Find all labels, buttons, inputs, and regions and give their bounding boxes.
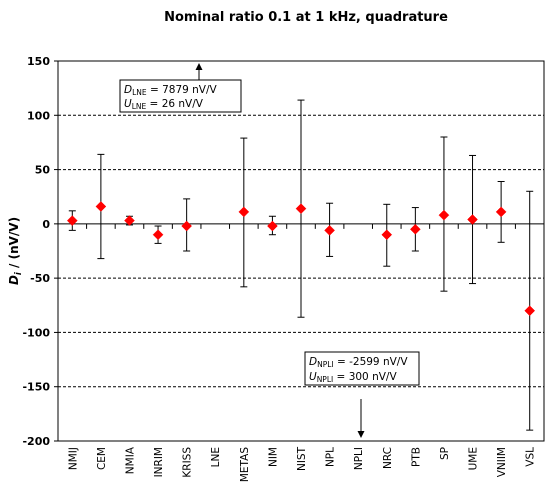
x-category-labels: NMIJ CEM NMIA INRIM KRISS LNE METAS NIM NIST NPL N… bbox=[67, 446, 536, 482]
plot-frame bbox=[57, 60, 545, 442]
x-category-label: VSL bbox=[525, 447, 537, 467]
x-category-label: KRISS bbox=[182, 447, 194, 478]
data-point bbox=[324, 225, 335, 236]
y-tick-label: -200 bbox=[22, 435, 50, 448]
x-category-label: NIST bbox=[296, 446, 308, 471]
x-category-label: VNIIM bbox=[496, 447, 508, 477]
data-point bbox=[152, 229, 164, 241]
annotation-text: UNPLI = 300 nV/V bbox=[309, 371, 397, 384]
data-point bbox=[66, 215, 78, 226]
data-point bbox=[267, 220, 278, 232]
data-point bbox=[295, 203, 307, 215]
y-tick-labels: 150 100 50 0 -50 -100 -150 -200 bbox=[22, 55, 50, 448]
x-category-label: NIM bbox=[267, 447, 279, 467]
x-category-label: NMIA bbox=[124, 446, 136, 474]
y-tick-label: -150 bbox=[22, 381, 50, 394]
annotation-text: DLNE = 7879 nV/V bbox=[124, 84, 218, 97]
data-point bbox=[467, 214, 478, 225]
y-tick-label: 0 bbox=[42, 218, 50, 231]
y-tick-label: -50 bbox=[30, 272, 50, 285]
annotation-npli: DNPLI = -2599 nV/V UNPLI = 300 nV/V bbox=[304, 351, 420, 438]
axes bbox=[54, 60, 545, 442]
x-category-label: NMIJ bbox=[67, 447, 79, 470]
data-point bbox=[438, 209, 450, 221]
data-point bbox=[124, 215, 135, 226]
data-point bbox=[524, 305, 536, 317]
chart-title: Nominal ratio 0.1 at 1 kHz, quadrature bbox=[164, 10, 448, 25]
x-category-label: NPLI bbox=[353, 447, 365, 470]
annotation-text: DNPLI = -2599 nV/V bbox=[309, 356, 408, 369]
data-point bbox=[95, 201, 107, 212]
data-point bbox=[238, 206, 250, 218]
y-tick-label: -100 bbox=[22, 326, 50, 339]
error-bars bbox=[68, 99, 534, 431]
data-point bbox=[409, 223, 421, 235]
annotation-box bbox=[119, 79, 242, 113]
x-category-label: INRIM bbox=[153, 447, 165, 477]
data-point bbox=[495, 206, 507, 218]
x-category-label: NPL bbox=[325, 447, 337, 467]
y-axis-label: Di / (nV/V) bbox=[7, 217, 24, 285]
annotation-box bbox=[304, 351, 420, 386]
x-category-label: METAS bbox=[239, 447, 251, 482]
y-axis-label-text: Di / (nV/V) bbox=[7, 217, 24, 285]
data-markers bbox=[66, 201, 536, 317]
y-tick-label: 100 bbox=[27, 109, 50, 122]
x-category-label: NRC bbox=[382, 447, 394, 469]
arrow-up-icon bbox=[195, 63, 203, 70]
x-category-label: UME bbox=[468, 447, 480, 470]
data-point bbox=[181, 220, 193, 232]
y-tick-label: 50 bbox=[35, 164, 51, 177]
x-category-label: CEM bbox=[96, 447, 108, 470]
annotation-text: ULNE = 26 nV/V bbox=[124, 98, 204, 111]
arrow-down-icon bbox=[357, 431, 365, 438]
x-category-label: PTB bbox=[410, 447, 422, 467]
y-tick-label: 150 bbox=[27, 55, 50, 68]
data-point bbox=[381, 229, 393, 241]
x-category-label: SP bbox=[439, 447, 451, 460]
x-category-label: LNE bbox=[210, 447, 222, 467]
